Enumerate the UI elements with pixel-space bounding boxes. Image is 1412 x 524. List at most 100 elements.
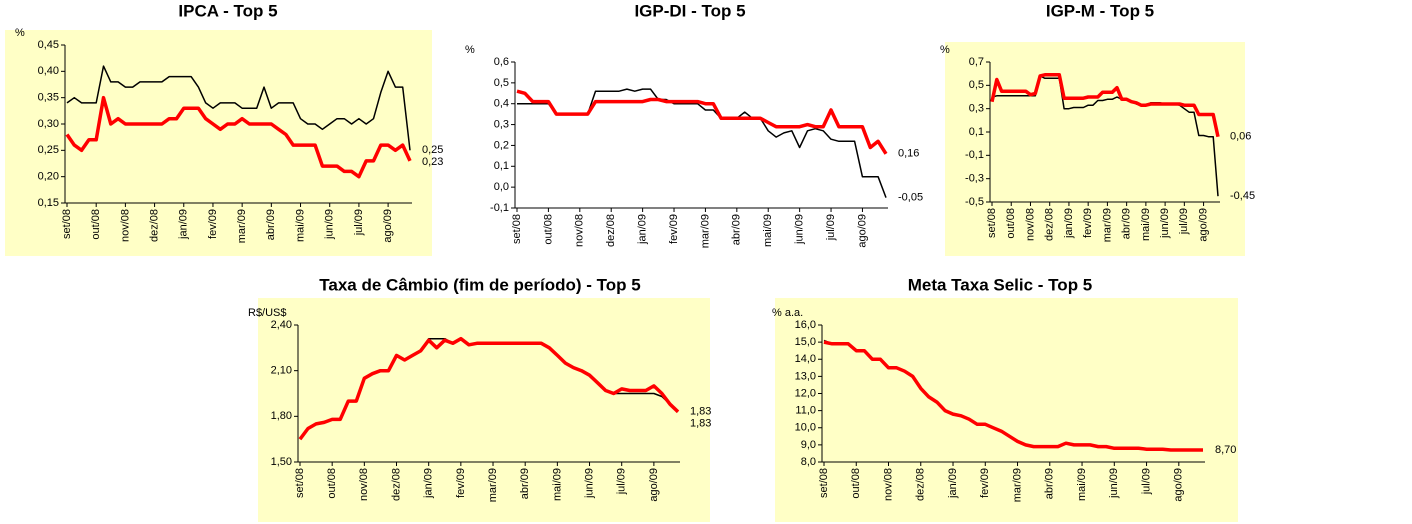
chart-panel: IPCA - Top 5% 0,15 0,20 0,25 0,30 0,35 0,40 0,4… [5,1,443,256]
y-tick-label: 1,80 [271,410,292,422]
series-line [516,89,888,155]
y-tick-label: 15,0 [795,336,816,348]
chart-title: Meta Taxa Selic - Top 5 [908,275,1093,294]
x-tick-label: jun/09 [794,214,806,245]
x-tick-label: mai/09 [551,468,563,501]
x-tick-label: jul/09 [353,209,365,236]
x-tick-label: mar/09 [1011,468,1023,502]
x-tick-label: dez/08 [148,209,160,242]
x-tick-label: jun/09 [1108,468,1120,499]
x-tick-label: out/08 [90,209,102,240]
y-tick-label: 0,35 [38,92,59,104]
y-tick-label: 9,0 [801,439,816,451]
x-tick-label: fev/09 [455,468,467,498]
y-tick-label: 0,6 [494,56,509,68]
y-tick-label: 0,1 [969,126,984,138]
x-tick-label: nov/08 [119,209,131,242]
x-tick-label: nov/08 [882,468,894,501]
y-tick-label: 13,0 [795,370,816,382]
y-tick-label: 16,0 [795,319,816,331]
x-tick-label: jun/09 [1159,208,1171,239]
series-line [66,65,411,151]
x-tick-label: out/08 [542,214,554,245]
y-tick-label: 0,2 [494,139,509,151]
chart-panel: Taxa de Câmbio (fim de período) - Top 5 R… [248,275,711,522]
y-tick-label: 0,3 [494,118,509,130]
x-tick-label: mai/09 [1076,468,1088,501]
chart-title: IGP-M - Top 5 [1046,1,1154,20]
x-tick-label: ago/09 [1197,208,1209,242]
x-tick-label: jul/09 [825,214,837,241]
y-tick-label: 12,0 [795,387,816,399]
x-tick-label: dez/08 [1044,208,1056,241]
series-line [990,73,1220,138]
value-label: 0,25 [422,144,443,156]
x-tick-label: ago/09 [1173,468,1185,502]
x-tick-label: mai/09 [762,214,774,247]
chart-panel: IGP-M - Top 5% -0,5 -0,3 -0,1 0,1 0,3 0,5 0,7 se… [940,1,1255,256]
y-tick-label: -0,5 [965,196,984,208]
y-tick-label: 10,0 [795,422,816,434]
x-tick-label: mar/09 [699,214,711,248]
chart-title: IPCA - Top 5 [178,1,277,20]
value-label: 1,83 [690,406,711,418]
x-tick-label: nov/08 [1024,208,1036,241]
x-tick-label: set/08 [294,468,306,498]
series-line [298,336,680,441]
x-tick-label: abr/09 [265,209,277,240]
x-tick-label: jan/09 [423,468,435,499]
x-tick-label: jan/09 [1063,208,1075,239]
chart-title: IGP-DI - Top 5 [634,1,745,20]
x-tick-label: set/08 [818,468,830,498]
x-tick-label: ago/09 [648,468,660,502]
x-tick-label: dez/08 [605,214,617,247]
x-tick-label: jun/09 [583,468,595,499]
series-line [823,340,1203,452]
y-tick-label: 0,40 [38,65,59,77]
y-unit: % [465,44,475,56]
panel-background [470,30,910,256]
value-label: 0,16 [898,148,919,160]
x-tick-label: mai/09 [1140,208,1152,241]
y-tick-label: 0,3 [969,103,984,115]
x-tick-label: fev/09 [1082,208,1094,238]
x-tick-label: fev/09 [207,209,219,239]
x-tick-label: ago/09 [856,214,868,248]
y-tick-label: 0,5 [494,77,509,89]
y-tick-label: -0,1 [965,149,984,161]
panel-background [945,42,1245,256]
panel-background [5,30,432,256]
chart-panel: IGP-DI - Top 5% -0,1 0,0 0,1 0,2 0,3 0,4 0,5 0,6… [465,1,923,256]
x-tick-label: dez/08 [915,468,927,501]
x-tick-label: mar/09 [487,468,499,502]
value-label: -0,05 [898,191,923,203]
y-tick-label: 0,7 [969,56,984,68]
x-tick-label: abr/09 [1044,468,1056,499]
y-tick-label: 0,45 [38,39,59,51]
y-tick-label: 0,15 [38,197,59,209]
chart-title: Taxa de Câmbio (fim de período) - Top 5 [319,275,640,294]
x-tick-label: ago/09 [382,209,394,243]
x-tick-label: jul/09 [1178,208,1190,235]
y-unit: % a.a. [772,307,803,319]
y-tick-label: -0,1 [490,202,509,214]
value-label: 8,70 [1215,444,1236,456]
y-tick-label: 0,0 [494,181,509,193]
x-tick-label: dez/08 [390,468,402,501]
y-tick-label: 11,0 [795,405,816,417]
x-tick-label: out/08 [326,468,338,499]
panel-background [258,298,710,522]
x-tick-label: set/08 [986,208,998,238]
x-tick-label: mai/09 [294,209,306,242]
x-tick-label: out/08 [850,468,862,499]
value-label: 0,06 [1230,131,1251,143]
y-tick-label: 2,10 [271,365,292,377]
panel-background [775,298,1238,522]
x-tick-label: mar/09 [236,209,248,243]
x-tick-label: abr/09 [731,214,743,245]
y-tick-label: 0,20 [38,171,59,183]
y-tick-label: 14,0 [795,353,816,365]
y-tick-label: 0,4 [494,98,509,110]
chart-panel: Meta Taxa Selic - Top 5 % a.a. 8,0 9,0 10,0 1… [772,275,1238,522]
value-label: -0,45 [1230,190,1255,202]
